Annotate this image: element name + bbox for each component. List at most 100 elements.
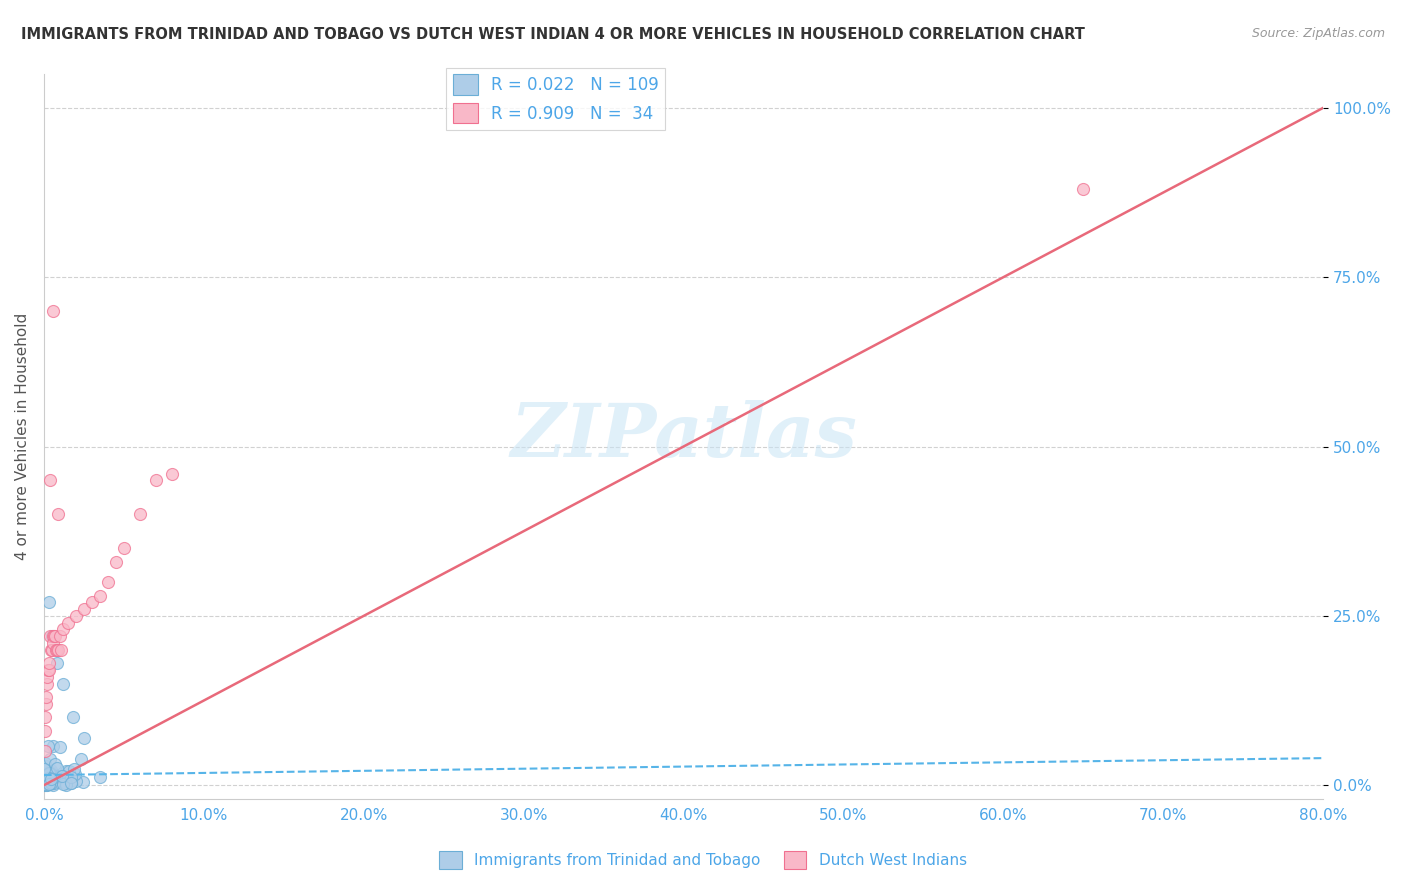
Point xyxy=(160,467,183,481)
Point xyxy=(44,770,66,784)
Point xyxy=(39,642,62,657)
Point xyxy=(58,764,80,779)
Point xyxy=(73,602,96,616)
Point xyxy=(34,778,56,792)
Point xyxy=(37,776,59,790)
Point xyxy=(104,555,127,569)
Point xyxy=(60,776,83,790)
Point xyxy=(34,762,56,776)
Point xyxy=(34,744,56,758)
Point xyxy=(42,778,65,792)
Point xyxy=(72,774,94,789)
Point xyxy=(45,769,67,783)
Point xyxy=(34,770,56,784)
Point xyxy=(89,770,111,784)
Point xyxy=(45,773,67,788)
Point xyxy=(45,769,67,783)
Point xyxy=(44,756,66,771)
Legend: R = 0.022   N = 109, R = 0.909   N =  34: R = 0.022 N = 109, R = 0.909 N = 34 xyxy=(446,68,665,130)
Point xyxy=(45,771,67,785)
Point xyxy=(35,773,58,788)
Point xyxy=(53,774,76,789)
Point xyxy=(56,615,79,630)
Point xyxy=(34,756,56,771)
Point xyxy=(46,773,69,788)
Point xyxy=(34,724,56,739)
Point xyxy=(38,777,60,791)
Point xyxy=(69,752,91,766)
Point xyxy=(51,775,73,789)
Text: ZIPatlas: ZIPatlas xyxy=(510,401,858,473)
Point xyxy=(32,771,55,785)
Point xyxy=(37,778,59,792)
Point xyxy=(44,629,66,643)
Point xyxy=(37,663,59,677)
Point xyxy=(51,769,73,783)
Point xyxy=(34,770,56,784)
Point xyxy=(42,775,65,789)
Text: IMMIGRANTS FROM TRINIDAD AND TOBAGO VS DUTCH WEST INDIAN 4 OR MORE VEHICLES IN H: IMMIGRANTS FROM TRINIDAD AND TOBAGO VS D… xyxy=(21,27,1085,42)
Point xyxy=(35,690,58,705)
Y-axis label: 4 or more Vehicles in Household: 4 or more Vehicles in Household xyxy=(15,313,30,560)
Point xyxy=(35,770,58,784)
Point xyxy=(38,663,60,677)
Point xyxy=(49,771,72,785)
Point xyxy=(112,541,135,555)
Point xyxy=(37,739,59,754)
Point xyxy=(39,775,62,789)
Point xyxy=(63,767,86,781)
Point xyxy=(38,657,60,671)
Point xyxy=(38,776,60,790)
Point xyxy=(42,636,65,650)
Point xyxy=(80,595,103,609)
Point xyxy=(41,771,63,785)
Point xyxy=(128,508,150,522)
Point xyxy=(62,762,84,776)
Point xyxy=(55,775,77,789)
Point xyxy=(52,623,75,637)
Point xyxy=(49,629,72,643)
Point xyxy=(41,763,63,777)
Point xyxy=(45,642,67,657)
Point xyxy=(52,769,75,783)
Point xyxy=(38,766,60,780)
Point xyxy=(59,776,82,790)
Point xyxy=(38,772,60,786)
Point xyxy=(89,589,111,603)
Point xyxy=(32,778,55,792)
Point xyxy=(51,769,73,783)
Point xyxy=(55,764,77,778)
Point xyxy=(39,629,62,643)
Point xyxy=(35,676,58,690)
Point xyxy=(35,778,58,792)
Point xyxy=(45,770,67,784)
Point xyxy=(45,657,67,671)
Point xyxy=(38,595,60,609)
Point xyxy=(37,772,59,787)
Point xyxy=(35,670,58,684)
Point xyxy=(55,776,77,790)
Point xyxy=(39,776,62,790)
Point xyxy=(34,777,56,791)
Point xyxy=(34,772,56,787)
Point xyxy=(41,629,63,643)
Point xyxy=(42,770,65,784)
Point xyxy=(41,629,63,643)
Point xyxy=(42,304,65,318)
Point xyxy=(46,508,69,522)
Point xyxy=(55,778,77,792)
Point xyxy=(34,776,56,790)
Point xyxy=(41,642,63,657)
Point xyxy=(145,474,167,488)
Point xyxy=(42,739,65,753)
Point xyxy=(49,739,72,754)
Point xyxy=(65,774,87,789)
Point xyxy=(97,574,120,589)
Point xyxy=(35,758,58,772)
Point xyxy=(44,629,66,643)
Point xyxy=(51,775,73,789)
Point xyxy=(62,710,84,724)
Point xyxy=(1073,182,1095,196)
Point xyxy=(39,474,62,488)
Point xyxy=(65,608,87,623)
